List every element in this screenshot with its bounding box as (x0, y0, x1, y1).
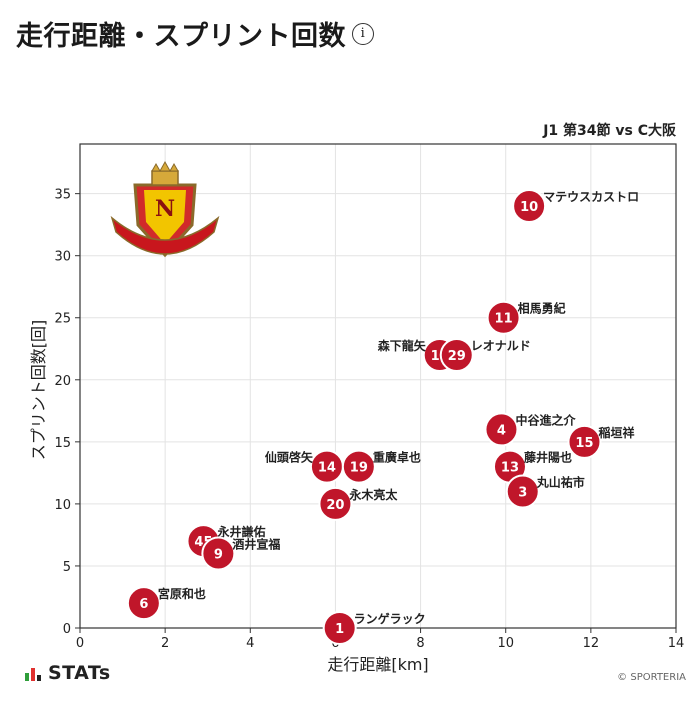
player-name-label: 永井謙佑 (216, 524, 265, 539)
y-axis-title: スプリント回数[回] (29, 320, 48, 461)
player-point[interactable]: 29 レオナルド (439, 337, 531, 372)
player-marker (512, 189, 547, 224)
player-name-label: 藤井陽也 (523, 450, 572, 465)
player-point[interactable]: 3 丸山祐市 (505, 474, 585, 509)
player-name-label: 宮原和也 (158, 586, 206, 601)
player-number: 20 (326, 498, 344, 513)
axis-ticks: 0246810121405101520253035 (54, 188, 684, 651)
player-marker (318, 486, 353, 521)
player-number: 14 (318, 461, 336, 476)
x-tick-label: 4 (246, 636, 254, 651)
player-point[interactable]: 9 酒井宣福 (201, 536, 280, 571)
player-name-label: 中谷進之介 (515, 412, 576, 427)
player-name-label: レオナルド (471, 339, 531, 353)
player-point[interactable]: 11 相馬勇紀 (486, 300, 566, 335)
stats-bars-icon (25, 668, 41, 681)
y-tick-label: 30 (54, 250, 71, 265)
player-point[interactable]: 1 ランゲラック (322, 611, 426, 645)
player-marker (484, 412, 519, 447)
player-number: 19 (350, 461, 368, 476)
points-layer: 10マテウスカストロ11相馬勇紀17森下龍矢29レオナルド4中谷進之介15稲垣祥… (126, 189, 639, 645)
player-point[interactable]: 15 稲垣祥 (567, 424, 634, 459)
player-name-label: 永木亮太 (348, 487, 398, 502)
match-label: J1 第34節 vs C大阪 (543, 123, 676, 139)
y-tick-label: 15 (54, 436, 71, 451)
player-marker (341, 449, 376, 484)
player-number: 15 (575, 436, 593, 451)
x-axis-title: 走行距離[km] (327, 655, 428, 674)
player-number: 4 (497, 423, 506, 438)
player-marker (567, 424, 602, 459)
x-tick-label: 2 (161, 636, 169, 651)
stats-logo: STATs (24, 662, 111, 684)
player-number: 9 (214, 548, 223, 563)
player-marker (505, 474, 540, 509)
info-icon[interactable]: i (352, 22, 374, 45)
page-title: 走行距離・スプリント回数 i (16, 14, 374, 53)
player-marker (126, 586, 161, 621)
y-tick-label: 5 (63, 560, 71, 575)
player-name-label: 丸山祐市 (536, 474, 585, 489)
player-point[interactable]: 13 藤井陽也 (492, 449, 572, 484)
y-tick-label: 25 (54, 312, 71, 327)
player-point[interactable]: 19 重廣卓也 (341, 449, 421, 484)
player-marker (201, 536, 236, 571)
player-point[interactable]: 6 宮原和也 (126, 586, 206, 621)
page-title-text: 走行距離・スプリント回数 (16, 21, 346, 52)
player-number: 6 (139, 597, 148, 612)
team-crest: N (110, 160, 220, 258)
player-name-label: 仙頭啓矢 (265, 450, 314, 465)
player-name-label: 酒井宣福 (232, 537, 280, 552)
player-number: 13 (501, 461, 519, 476)
player-number: 1 (335, 622, 344, 637)
player-number: 10 (520, 200, 538, 215)
player-point[interactable]: 10 マテウスカストロ (512, 189, 639, 224)
x-tick-label: 0 (76, 636, 84, 651)
y-tick-label: 10 (54, 498, 71, 513)
x-tick-label: 14 (668, 636, 685, 651)
y-tick-label: 20 (54, 374, 71, 389)
player-point[interactable]: 4 中谷進之介 (484, 412, 576, 447)
x-tick-label: 8 (416, 636, 424, 651)
player-point[interactable]: 20 永木亮太 (318, 486, 398, 521)
svg-text:N: N (155, 196, 175, 222)
credit-text: © SPORTERIA (617, 672, 686, 683)
y-tick-label: 0 (63, 622, 71, 637)
player-point[interactable]: 14 仙頭啓矢 (265, 449, 344, 484)
player-marker (439, 337, 474, 372)
player-name-label: マテウスカストロ (543, 190, 639, 204)
player-number: 3 (518, 485, 527, 500)
player-number: 11 (495, 312, 513, 327)
y-tick-label: 35 (54, 188, 71, 203)
x-tick-label: 12 (583, 636, 600, 651)
x-tick-label: 10 (497, 636, 514, 651)
plot-frame (79, 143, 677, 629)
player-name-label: 森下龍矢 (378, 338, 427, 353)
player-name-label: 稲垣祥 (598, 425, 634, 440)
player-number: 29 (448, 349, 466, 364)
player-marker (322, 611, 357, 645)
player-name-label: 重廣卓也 (373, 450, 421, 465)
stats-label: STATs (48, 662, 111, 684)
player-name-label: 相馬勇紀 (518, 301, 566, 316)
player-marker (486, 300, 521, 335)
player-name-label: ランゲラック (354, 611, 426, 626)
